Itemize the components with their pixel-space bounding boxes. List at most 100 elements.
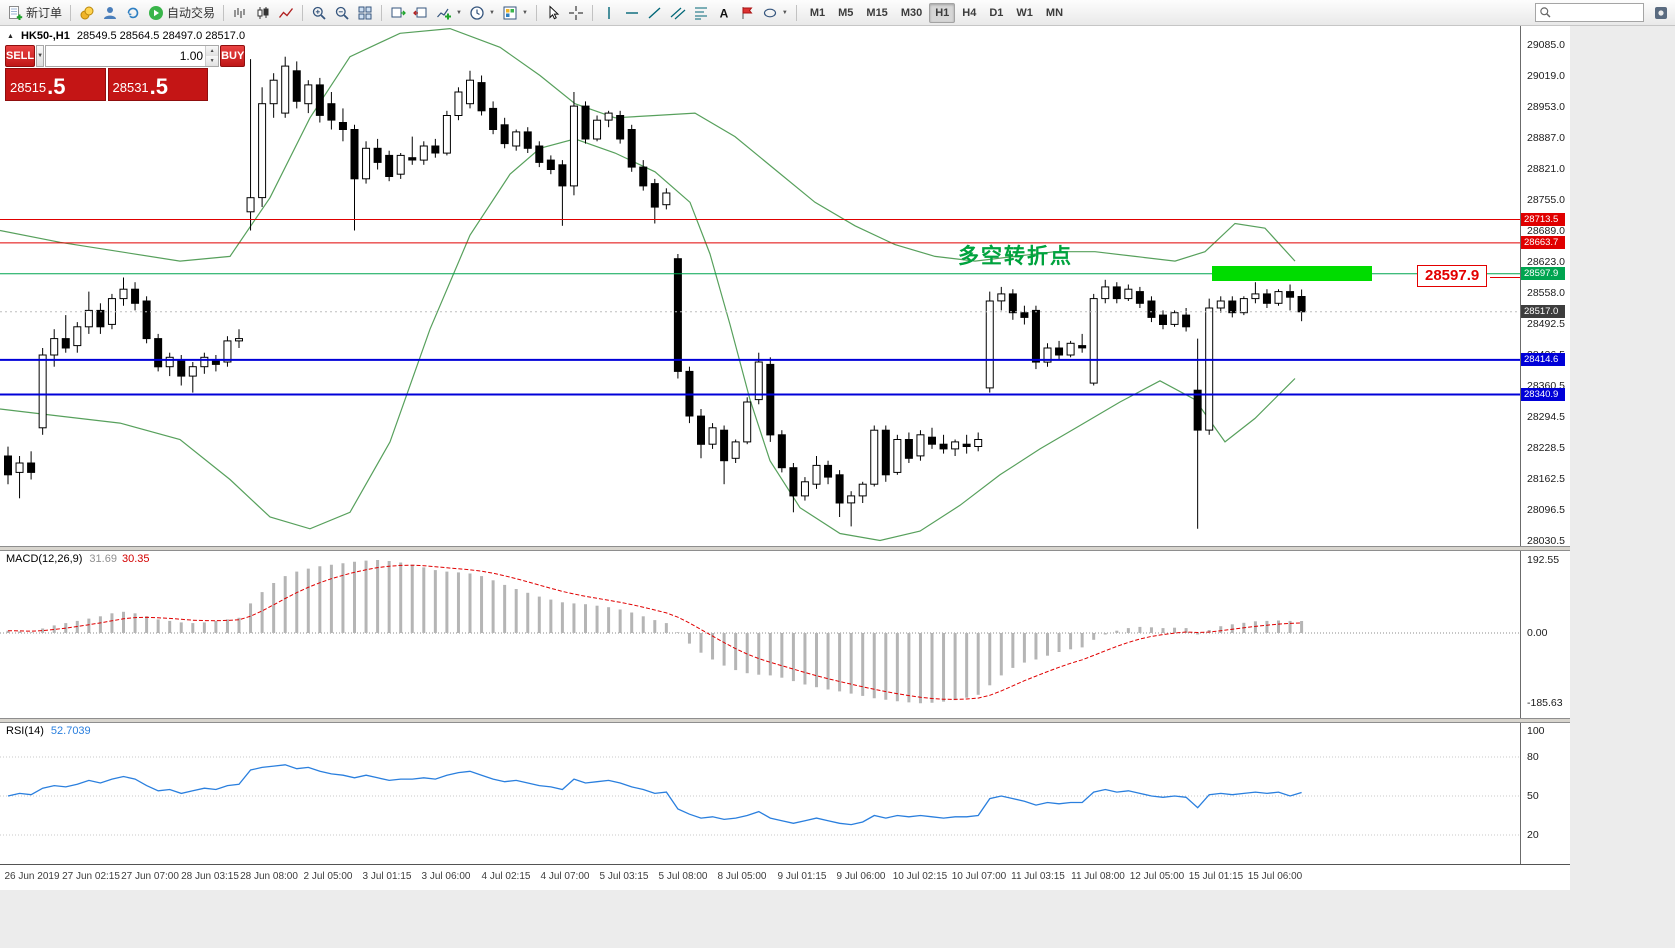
navigator-button[interactable] [99, 2, 121, 23]
auto-scroll-button[interactable] [387, 2, 409, 23]
equidistant-channel-button[interactable] [667, 2, 689, 23]
timeframe-button-mn[interactable]: MN [1045, 6, 1064, 19]
shapes-icon [762, 5, 778, 21]
trendline-button[interactable] [644, 2, 666, 23]
price-chart-plot[interactable] [0, 26, 1520, 546]
macd-scale-label: 192.55 [1527, 554, 1560, 566]
periods-button[interactable]: ▼ [466, 2, 498, 23]
timeframe-toolbar: M1 M5 M15 M30 H1 H4 D1 W1 MN [804, 2, 1069, 23]
time-axis-label: 11 Jul 08:00 [1071, 871, 1125, 882]
timeframe-button-m15[interactable]: M15 [866, 6, 888, 19]
search-icon [1539, 6, 1552, 19]
price-axis[interactable] [1520, 26, 1570, 864]
volume-dropdown-button[interactable]: ▼ [36, 45, 45, 67]
sell-price-display[interactable]: 28515 .5 [5, 68, 106, 101]
chart-shift-button[interactable] [410, 2, 432, 23]
time-axis-label: 3 Jul 06:00 [421, 871, 471, 882]
search-input[interactable] [1554, 6, 1640, 19]
tile-windows-icon [357, 5, 373, 21]
time-axis[interactable]: 26 Jun 2019 27 Jun 02:15 27 Jun 07:00 28 Ju… [0, 864, 1570, 890]
vertical-line-button[interactable] [598, 2, 620, 23]
price-axis-label: 28558.0 [1527, 287, 1565, 299]
crosshair-button[interactable] [565, 2, 587, 23]
ohlc-values: 28549.5 28564.5 28497.0 28517.0 [76, 30, 246, 42]
toolbar-separator [223, 4, 225, 21]
timeframe-button-h4[interactable]: H4 [962, 6, 977, 19]
zoom-out-icon [334, 5, 350, 21]
one-click-trading-panel: SELL ▼ ▲ ▼ BUY 28515 .5 28531 .5 [5, 45, 246, 101]
toolbar-separator [381, 4, 383, 21]
price-axis-label: 29085.0 [1527, 39, 1565, 51]
chart-shift-icon [413, 5, 429, 21]
volume-input[interactable] [46, 46, 206, 66]
rsi-value: 52.7039 [50, 725, 91, 737]
sell-price-fraction: .5 [47, 74, 66, 99]
indicators-add-icon [436, 5, 452, 21]
horizontal-line-button[interactable] [621, 2, 643, 23]
dropdown-caret-icon: ▼ [488, 9, 495, 16]
macd-signal-value: 30.35 [121, 553, 150, 565]
zoom-out-button[interactable] [331, 2, 353, 23]
zoom-in-button[interactable] [308, 2, 330, 23]
price-axis-label: 28096.5 [1527, 504, 1565, 516]
text-label-button[interactable] [736, 2, 758, 23]
time-axis-label: 27 Jun 07:00 [121, 871, 179, 882]
chart-annotation-text[interactable]: 多空转折点 [958, 244, 1073, 268]
settings-icon[interactable] [1653, 5, 1669, 21]
volume-spinner: ▲ ▼ [205, 46, 219, 66]
level-price-label: 28713.5 [1521, 213, 1565, 226]
market-watch-icon [79, 5, 95, 21]
volume-down-button[interactable]: ▼ [206, 56, 219, 66]
rsi-indicator-plot[interactable] [0, 722, 1520, 864]
algo-trading-play-icon [148, 5, 164, 21]
price-axis-label: 28030.5 [1527, 535, 1565, 547]
new-order-icon [7, 5, 23, 21]
timeframe-button-w1[interactable]: W1 [1016, 6, 1033, 19]
time-axis-label: 2 Jul 05:00 [303, 871, 353, 882]
time-axis-label: 28 Jun 03:15 [181, 871, 239, 882]
bars-chart-button[interactable] [229, 2, 251, 23]
rsi-scale-label: 20 [1527, 829, 1539, 841]
main-toolbar: 新订单 自动交易 ▼ ▼ ▼ [0, 0, 1675, 26]
text-button[interactable]: A [713, 2, 735, 23]
shapes-button[interactable]: ▼ [759, 2, 791, 23]
timeframe-button-m5[interactable]: M5 [838, 6, 854, 19]
cursor-button[interactable] [542, 2, 564, 23]
algo-trading-button[interactable]: 自动交易 [145, 2, 218, 23]
symbol-info: ▲ HK50-,H1 28549.5 28564.5 28497.0 28517… [7, 30, 245, 42]
market-watch-button[interactable] [76, 2, 98, 23]
time-axis-label: 15 Jul 06:00 [1247, 871, 1303, 882]
sell-button[interactable]: SELL [5, 45, 36, 67]
new-order-button[interactable]: 新订单 [4, 2, 65, 23]
line-chart-button[interactable] [275, 2, 297, 23]
price-callout-label[interactable]: 28597.9 [1417, 265, 1488, 287]
tile-windows-button[interactable] [354, 2, 376, 23]
timeframe-button-m30[interactable]: M30 [900, 6, 923, 19]
fibonacci-button[interactable] [690, 2, 712, 23]
time-axis-label: 4 Jul 02:15 [481, 871, 531, 882]
refresh-button[interactable] [122, 2, 144, 23]
timeframe-button-d1[interactable]: D1 [989, 6, 1004, 19]
volume-up-button[interactable]: ▲ [206, 46, 219, 56]
panel-separator[interactable] [0, 718, 1570, 723]
time-axis-label: 5 Jul 03:15 [599, 871, 649, 882]
candlestick-chart-button[interactable] [252, 2, 274, 23]
refresh-icon [125, 5, 141, 21]
candlestick-chart-icon [255, 5, 271, 21]
time-axis-label: 15 Jul 01:15 [1188, 871, 1244, 882]
indicators-button[interactable]: ▼ [433, 2, 465, 23]
chart-expand-icon[interactable]: ▲ [7, 32, 14, 40]
macd-indicator-plot[interactable] [0, 550, 1520, 718]
timeframe-button-h1[interactable]: H1 [929, 2, 956, 23]
time-axis-label: 11 Jul 03:15 [1011, 871, 1065, 882]
highlight-rectangle[interactable] [1212, 266, 1372, 281]
templates-button[interactable]: ▼ [499, 2, 531, 23]
panel-separator[interactable] [0, 546, 1570, 551]
buy-button[interactable]: BUY [220, 45, 246, 67]
price-axis-label: 28492.5 [1527, 318, 1565, 330]
zoom-in-icon [311, 5, 327, 21]
timeframe-button-m1[interactable]: M1 [809, 6, 826, 19]
buy-price-display[interactable]: 28531 .5 [107, 68, 208, 101]
bollinger-upper-band [0, 27, 1296, 262]
